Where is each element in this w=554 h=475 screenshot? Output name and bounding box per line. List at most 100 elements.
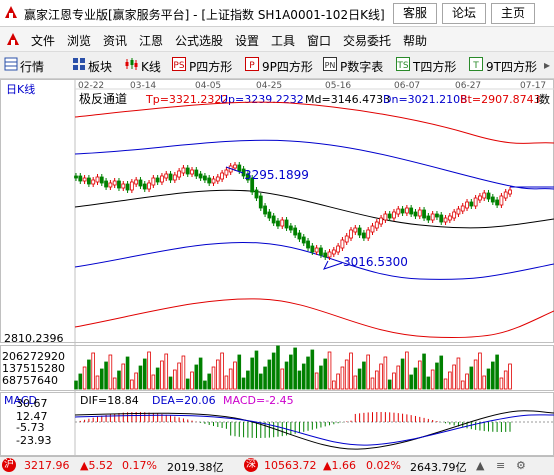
- candle-body: [160, 175, 164, 183]
- volume-bar: [125, 356, 130, 390]
- candle-body: [91, 179, 96, 185]
- menu-help[interactable]: 帮助: [403, 34, 428, 48]
- legend-item: Tp=3321.2322: [145, 93, 228, 106]
- candle-body: [108, 182, 113, 188]
- shanghai-index-icon: 沪: [2, 458, 16, 472]
- macd-lines: [74, 410, 554, 450]
- status-arrow-icon[interactable]: ▲: [476, 459, 485, 472]
- toolbar-9t-square-button[interactable]: 9T四方形: [486, 60, 537, 74]
- customer-service-button[interactable]: 客服: [393, 3, 437, 24]
- toolbar-t-square-button[interactable]: T四方形: [413, 60, 457, 74]
- svg-text:TS: TS: [396, 61, 408, 71]
- menu-logo-icon: [7, 33, 19, 45]
- kline-chart-svg[interactable]: 日K线 02-22 03-14 04-05 04-25 05-16 06-07 06-27 0…: [0, 79, 554, 456]
- macd-histogram: [79, 412, 511, 438]
- toolbar-kline-button[interactable]: K线: [141, 60, 161, 74]
- candlestick-icon: [125, 58, 138, 70]
- candle-body: [297, 232, 302, 240]
- p-square-icon: PS: [172, 57, 186, 71]
- candle-body: [125, 183, 130, 191]
- volume-bar: [499, 377, 504, 390]
- menu-info[interactable]: 资讯: [103, 34, 128, 48]
- volume-bar: [74, 380, 78, 390]
- shanghai-index-change: ▲5.52: [80, 459, 113, 472]
- volume-bar: [258, 373, 263, 390]
- candle-body: [327, 251, 332, 258]
- app-logo-icon: [5, 6, 17, 18]
- homepage-button[interactable]: 主页: [491, 3, 535, 24]
- volume-axis-label-2: 137515280: [2, 362, 65, 375]
- menu-file[interactable]: 文件: [31, 34, 56, 48]
- candle-body: [155, 177, 160, 183]
- toolbar-overflow-icon[interactable]: ▸: [544, 58, 551, 72]
- menu-settings[interactable]: 设置: [235, 34, 260, 48]
- volume-bar: [216, 359, 220, 390]
- menu-formula-screener[interactable]: 公式选股: [175, 34, 224, 48]
- candle-body: [224, 169, 229, 176]
- sector-grid-icon: [73, 58, 85, 70]
- volume-bar: [181, 355, 186, 390]
- volume-bar: [443, 378, 448, 390]
- candle-body: [293, 227, 298, 236]
- volume-bar: [495, 354, 499, 390]
- title-bar: 赢家江恩专业版[赢家服务平台] - [上证指数 SH1A0001-102日K线]…: [0, 0, 554, 27]
- toolbar-pn-table-button[interactable]: P数字表: [340, 60, 384, 74]
- toolbar-9p-square-button[interactable]: 9P四方形: [262, 60, 313, 74]
- candle-body: [121, 183, 126, 189]
- volume-bar: [465, 373, 469, 390]
- candlesticks: [74, 162, 512, 260]
- volume-bar: [246, 370, 250, 390]
- candle-body: [181, 167, 186, 174]
- toolbar-sector-button[interactable]: 板块: [88, 60, 113, 74]
- forum-button[interactable]: 论坛: [442, 3, 486, 24]
- volume-bar: [435, 362, 439, 390]
- candle-body: [400, 208, 405, 214]
- shanghai-index-amount: 2019.38亿: [167, 461, 224, 474]
- volume-bar: [323, 358, 328, 390]
- candle-body: [215, 176, 220, 182]
- candle-body: [207, 177, 212, 184]
- volume-bars: [74, 345, 512, 390]
- volume-bar: [164, 353, 169, 390]
- candle-body: [280, 219, 285, 227]
- candle-body: [430, 213, 435, 221]
- toolbar: 行情 板块 K线 PS P四方形 P 9P四方形 PN P数字表 TS T四方形…: [0, 52, 554, 79]
- toolbar-quote-button[interactable]: 行情: [20, 60, 45, 74]
- volume-bar: [254, 350, 259, 390]
- candle-body: [387, 213, 392, 219]
- status-settings-icon[interactable]: ⚙: [516, 459, 526, 472]
- menu-gann[interactable]: 江恩: [139, 34, 164, 48]
- volume-bar: [426, 376, 431, 390]
- volume-bar: [82, 366, 87, 390]
- svg-text:PN: PN: [325, 61, 336, 70]
- pn-table-icon: PN: [323, 57, 337, 71]
- volume-bar: [147, 351, 151, 390]
- toolbar-p-square-button[interactable]: P四方形: [189, 60, 233, 74]
- kline-chart-area[interactable]: 日K线 02-22 03-14 04-05 04-25 05-16 06-07 06-27 0…: [0, 79, 554, 456]
- menu-tools[interactable]: 工具: [271, 34, 296, 48]
- menu-trade[interactable]: 交易委托: [343, 34, 392, 48]
- legend-item: Bt=2907.8743: [460, 93, 541, 106]
- macd-axis-3: -5.73: [16, 421, 44, 434]
- legend-item: Dn=3021.2108: [383, 93, 467, 106]
- candle-body: [314, 247, 319, 253]
- candle-body: [198, 173, 203, 179]
- volume-bar: [448, 371, 452, 390]
- volume-bar: [134, 372, 138, 390]
- volume-bar: [280, 368, 285, 390]
- candle-body: [447, 215, 452, 221]
- volume-bar: [452, 364, 456, 390]
- legend-item: Md=3146.4733: [305, 93, 390, 106]
- menu-browse[interactable]: 浏览: [67, 34, 92, 48]
- volume-bar: [340, 366, 345, 390]
- volume-bar: [151, 374, 156, 390]
- status-menu-icon[interactable]: ≡: [496, 459, 506, 472]
- candle-body: [288, 225, 293, 231]
- macd-dea-value: DEA=20.06: [152, 394, 216, 407]
- volume-bar: [405, 351, 409, 390]
- menu-window[interactable]: 窗口: [307, 34, 332, 48]
- volume-bar: [370, 377, 375, 390]
- candle-body: [465, 201, 469, 209]
- volume-bar: [362, 361, 366, 390]
- candle-body: [379, 217, 383, 225]
